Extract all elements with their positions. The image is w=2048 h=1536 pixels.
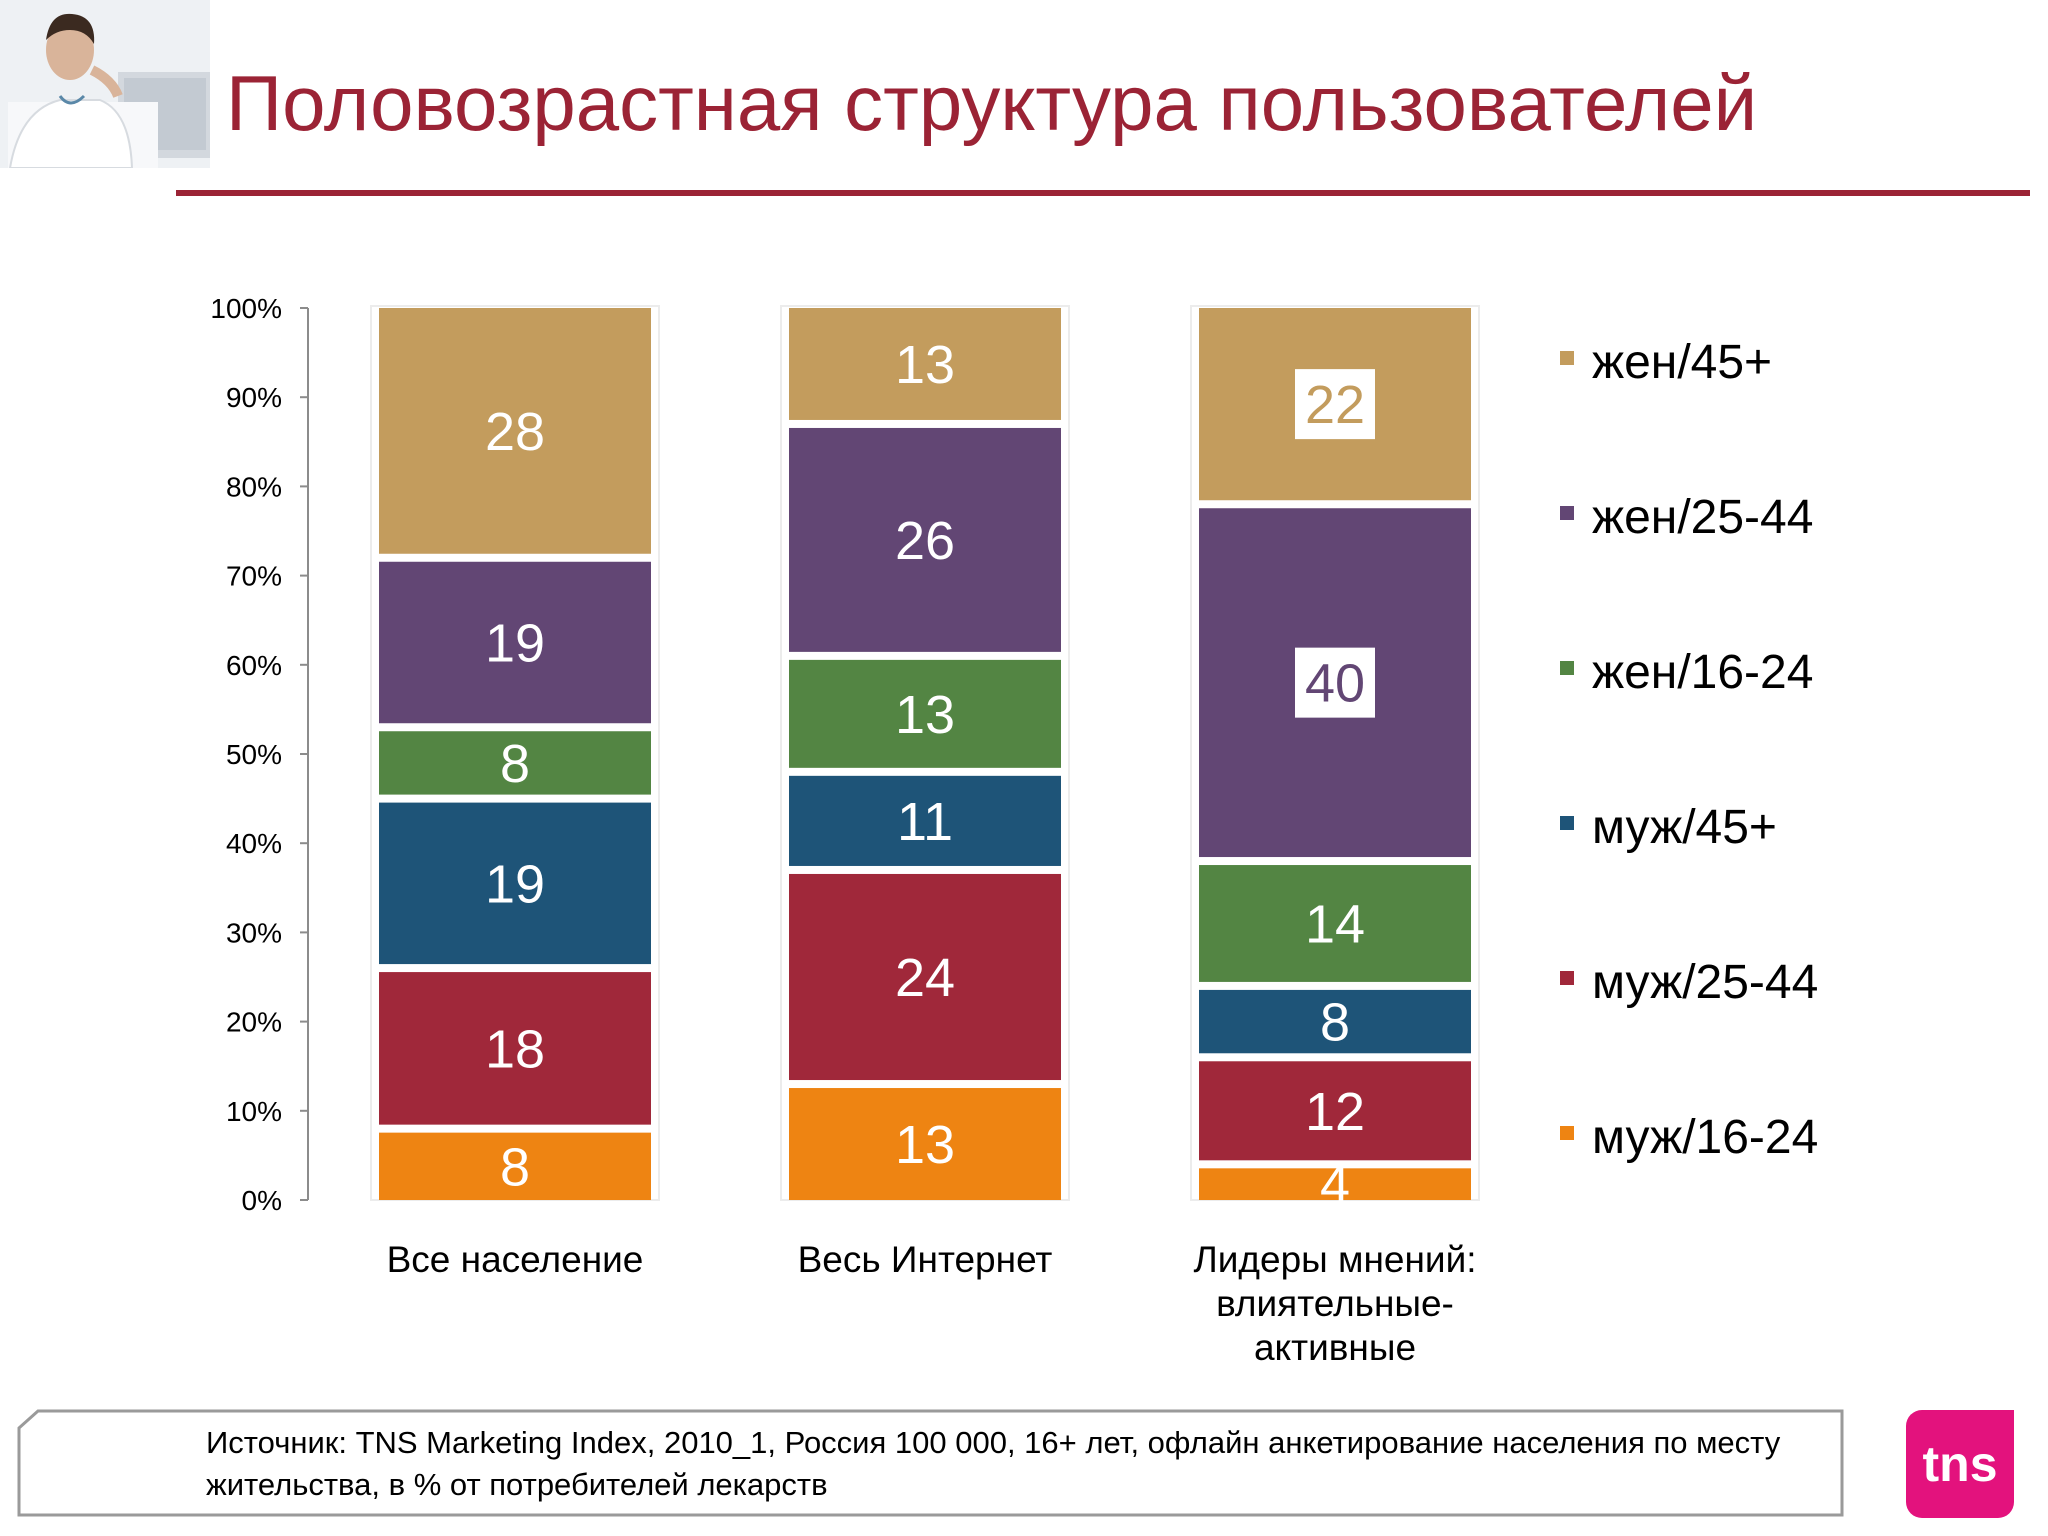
data-label: 13 <box>895 1115 955 1175</box>
source-box <box>17 1409 1844 1517</box>
y-tick-label: 100% <box>210 293 282 324</box>
data-label: 13 <box>895 335 955 395</box>
bar-segment-жен-25-44 <box>379 561 651 724</box>
y-tick-label: 80% <box>226 471 282 502</box>
data-label: 11 <box>897 792 953 852</box>
y-tick-label: 50% <box>226 739 282 770</box>
y-tick-label: 60% <box>226 650 282 681</box>
data-label: 19 <box>485 614 545 674</box>
legend-label: муж/16-24 <box>1592 1111 1818 1164</box>
data-label: 12 <box>1305 1082 1365 1142</box>
bar-segment-муж-45 <box>379 802 651 965</box>
logo-text: tns <box>1922 1436 1998 1492</box>
y-tick-label: 20% <box>226 1007 282 1038</box>
bar-segment-жен-16-24 <box>379 731 651 795</box>
page-title: Половозрастная структура пользователей <box>226 59 1758 147</box>
source-note: Источник: TNS Marketing Index, 2010_1, Р… <box>206 1425 1781 1502</box>
title-divider <box>176 190 2030 196</box>
legend-label: муж/25-44 <box>1592 956 1818 1009</box>
data-label: 8 <box>1320 993 1350 1053</box>
bar-segment-жен-45 <box>789 308 1061 420</box>
data-label: 18 <box>485 1019 545 1079</box>
legend-swatch-жен-25-44 <box>1560 506 1574 520</box>
bar-segment-муж-25-44 <box>379 972 651 1125</box>
bar-segment-муж-25-44 <box>1199 1061 1471 1161</box>
y-tick-label: 40% <box>226 828 282 859</box>
data-label: 4 <box>1320 1155 1350 1215</box>
legend-swatch-муж-25-44 <box>1560 971 1574 985</box>
data-label: 8 <box>500 734 530 794</box>
y-tick-label: 10% <box>226 1096 282 1127</box>
category-label: Весь Интернет <box>798 1239 1053 1280</box>
data-label-box <box>1295 369 1375 440</box>
legend-swatch-жен-16-24 <box>1560 661 1574 675</box>
bar-segment-муж-16-24 <box>379 1132 651 1200</box>
legend-label: жен/45+ <box>1592 336 1772 389</box>
category-label: влиятельные- <box>1216 1283 1454 1324</box>
data-label: 19 <box>485 854 545 914</box>
data-label-box <box>1295 647 1375 718</box>
bar-segment-муж-25-44 <box>789 873 1061 1081</box>
y-tick-label: 70% <box>226 561 282 592</box>
legend-label: жен/25-44 <box>1592 491 1813 544</box>
category-label: Лидеры мнений: <box>1193 1239 1476 1280</box>
data-label: 8 <box>500 1137 530 1197</box>
legend-swatch-жен-45 <box>1560 351 1574 365</box>
bar-segment-муж-45 <box>789 775 1061 866</box>
category-label: Все население <box>387 1239 644 1280</box>
data-label: 24 <box>895 948 955 1008</box>
legend-swatch-муж-16-24 <box>1560 1126 1574 1140</box>
header-photo <box>0 0 210 168</box>
y-tick-label: 30% <box>226 917 282 948</box>
data-label: 40 <box>1305 654 1365 714</box>
bar-segment-муж-45 <box>1199 989 1471 1054</box>
data-label: 22 <box>1305 375 1365 435</box>
data-label: 13 <box>895 685 955 745</box>
bar-segment-жен-16-24 <box>789 659 1061 768</box>
legend-label: муж/45+ <box>1592 801 1777 854</box>
data-label: 26 <box>895 511 955 571</box>
stacked-bar-chart: 0% 10% 20% 30% 40% 50% 60% 70% 80% 90% 100% 8 18 19 8 1… <box>210 293 1818 1368</box>
legend-label: жен/16-24 <box>1592 646 1813 699</box>
legend-swatch-муж-45 <box>1560 816 1574 830</box>
category-label: активные <box>1254 1327 1416 1368</box>
bar-segment-муж-16-24 <box>789 1088 1061 1200</box>
bar-segment-муж-16-24 <box>1199 1168 1471 1200</box>
bar-segment-жен-16-24 <box>1199 865 1471 982</box>
bar-segment-жен-25-44 <box>789 427 1061 652</box>
bar-segment-жен-45 <box>379 308 651 554</box>
y-tick-label: 90% <box>226 382 282 413</box>
data-label: 14 <box>1305 894 1365 954</box>
y-tick-label: 0% <box>242 1185 282 1216</box>
tns-logo: tns <box>1906 1410 2014 1518</box>
data-label: 28 <box>485 402 545 462</box>
